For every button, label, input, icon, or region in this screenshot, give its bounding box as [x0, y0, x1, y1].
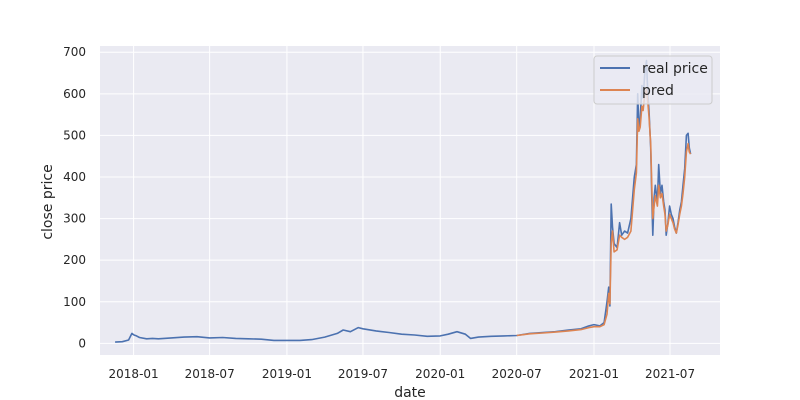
y-tick-label: 400: [63, 170, 86, 184]
y-tick-label: 0: [78, 336, 86, 350]
y-tick-label: 600: [63, 87, 86, 101]
x-tick-label: 2018-01: [109, 367, 159, 381]
x-tick-label: 2018-07: [185, 367, 235, 381]
y-tick-label: 100: [63, 295, 86, 309]
legend-label-real-price: real price: [642, 61, 708, 77]
y-axis-label: close price: [40, 164, 56, 239]
y-tick-label: 300: [63, 212, 86, 226]
y-tick-label: 500: [63, 128, 86, 142]
x-tick-label: 2020-01: [415, 367, 465, 381]
y-axis-ticks: 0 100 200 300 400 500 600 700: [63, 45, 86, 350]
x-axis-label: date: [394, 385, 426, 400]
x-tick-label: 2021-07: [645, 367, 695, 381]
legend-label-pred: pred: [642, 83, 674, 99]
x-axis-ticks: 2018-01 2018-07 2019-01 2019-07 2020-01 2020-…: [109, 367, 696, 381]
x-tick-label: 2020-07: [492, 367, 542, 381]
x-tick-label: 2021-01: [569, 367, 619, 381]
x-tick-label: 2019-07: [338, 367, 388, 381]
y-tick-label: 200: [63, 253, 86, 267]
y-tick-label: 700: [63, 45, 86, 59]
legend: real price pred: [593, 55, 713, 105]
x-tick-label: 2019-01: [262, 367, 312, 381]
